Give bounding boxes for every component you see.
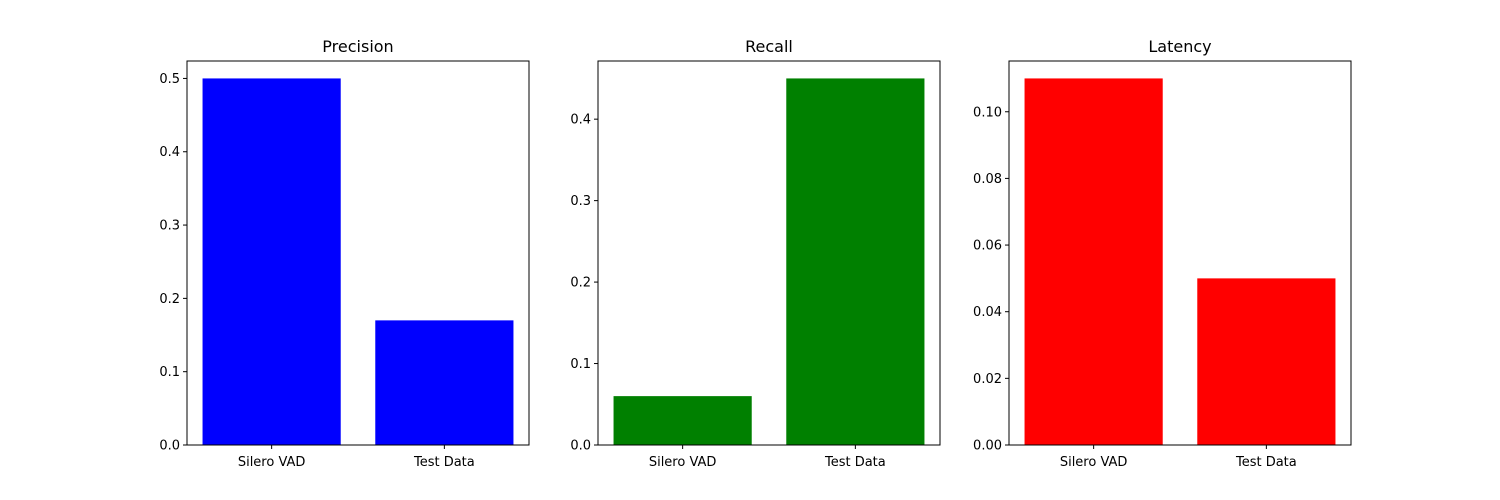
y-tick-label: 0.3 [570, 194, 591, 209]
y-tick-label: 0.10 [973, 105, 1002, 120]
axes-frame [597, 60, 941, 446]
bar-test-data [1197, 278, 1336, 445]
bar-silero-vad [1024, 78, 1163, 446]
y-tick-label: 0.1 [159, 365, 180, 380]
x-tick-label-silero-vad: Silero VAD [649, 455, 717, 470]
x-tick-label-test-data: Test Data [413, 455, 475, 470]
axes-frame [186, 60, 530, 446]
y-tick-label: 0.2 [570, 276, 591, 291]
y-tick-label: 0.1 [570, 357, 591, 372]
subplot-precision: Precision 0.0 0.1 0.2 0.3 0.4 0.5 Silero VAD Tes… [159, 37, 530, 470]
chart-title-recall: Recall [745, 37, 793, 56]
y-tick-label: 0.5 [159, 72, 180, 87]
y-tick-label: 0.04 [973, 305, 1002, 320]
axes-frame [1008, 60, 1352, 446]
y-tick-label: 0.0 [570, 439, 591, 454]
x-tick-label-silero-vad: Silero VAD [238, 455, 306, 470]
y-tick-label: 0.4 [570, 113, 591, 128]
y-tick-label: 0.08 [973, 172, 1002, 187]
y-tick-label: 0.00 [973, 439, 1002, 454]
subplot-latency: Latency 0.00 0.02 0.04 0.06 0.08 0.10 Silero VA… [973, 37, 1352, 470]
y-tick-label: 0.4 [159, 145, 180, 160]
y-tick-label: 0.06 [973, 239, 1002, 254]
bar-silero-vad [202, 78, 341, 446]
bar-test-data [786, 78, 925, 446]
y-tick-label: 0.3 [159, 219, 180, 234]
y-tick-label: 0.2 [159, 292, 180, 307]
y-tick-label: 0.0 [159, 439, 180, 454]
bar-silero-vad [613, 396, 752, 445]
chart-title-precision: Precision [322, 37, 393, 56]
y-tick-label: 0.02 [973, 372, 1002, 387]
x-tick-label-test-data: Test Data [824, 455, 886, 470]
bar-test-data [375, 320, 514, 445]
x-tick-label-silero-vad: Silero VAD [1060, 455, 1128, 470]
x-tick-label-test-data: Test Data [1235, 455, 1297, 470]
subplot-recall: Recall 0.0 0.1 0.2 0.3 0.4 Silero VAD Test Data [570, 37, 941, 470]
chart-title-latency: Latency [1148, 37, 1211, 56]
